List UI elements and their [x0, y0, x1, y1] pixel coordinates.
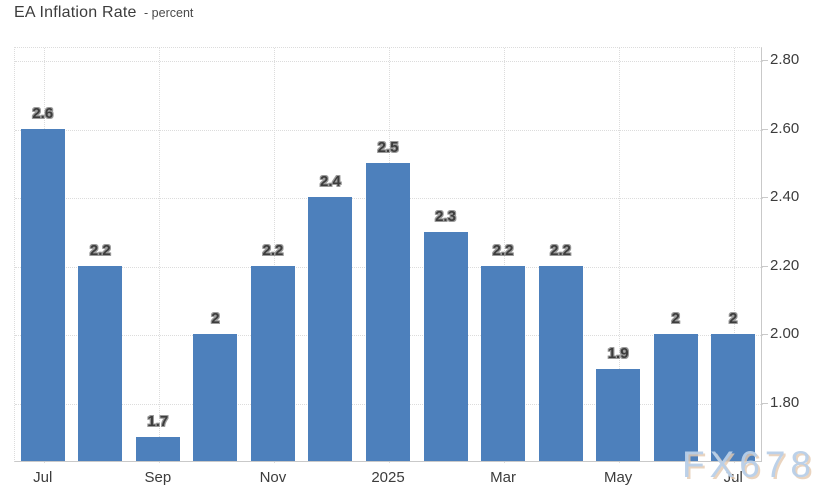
y-axis-tick: [762, 60, 768, 62]
bar-value-label: 2.2: [89, 241, 111, 259]
bar-value-label: 1.7: [147, 413, 169, 431]
bar[interactable]: [250, 265, 295, 461]
y-axis-label: 2.80: [770, 51, 800, 69]
y-axis-label: 2.60: [770, 119, 800, 137]
gridline-v: [734, 48, 736, 463]
x-axis-label: Jul: [33, 469, 53, 486]
gridline-v: [619, 48, 621, 463]
bar[interactable]: [596, 368, 641, 461]
x-axis-label: 2025: [371, 469, 405, 486]
y-axis-tick: [762, 128, 768, 130]
bar-value-label: 2: [729, 310, 738, 328]
bar-value-label: 2: [671, 310, 680, 328]
bar[interactable]: [366, 162, 410, 461]
bar[interactable]: [78, 265, 123, 461]
y-axis-label: 2.20: [770, 256, 800, 274]
y-axis-tick: [762, 334, 768, 336]
bar[interactable]: [193, 334, 238, 461]
bar[interactable]: [481, 265, 526, 461]
chart-title: EA Inflation Rate: [14, 4, 137, 21]
bar-value-label: 1.9: [607, 344, 629, 362]
y-axis-tick: [762, 265, 768, 267]
gridline-v: [273, 48, 275, 463]
bar[interactable]: [135, 437, 180, 461]
bar-value-label: 2: [211, 310, 220, 328]
bar[interactable]: [308, 197, 353, 461]
chart-header: EA Inflation Rate - percent: [14, 4, 193, 22]
bar-value-label: 2.2: [492, 241, 514, 259]
bar[interactable]: [711, 334, 756, 461]
bar-value-label: 2.3: [435, 207, 456, 225]
x-axis-label: Jul: [723, 469, 743, 486]
bar-value-label: 2.4: [320, 173, 341, 191]
y-axis-tick: [762, 197, 768, 199]
x-axis-label: Mar: [490, 469, 516, 486]
bar-value-label: 2.6: [32, 104, 54, 122]
watermark: FX678: [682, 444, 816, 485]
bar-value-label: 2.2: [262, 241, 284, 259]
bar[interactable]: [653, 334, 698, 461]
bar-value-label: 2.5: [377, 138, 399, 156]
bar[interactable]: [538, 265, 583, 461]
y-axis-tick: [762, 403, 768, 404]
x-axis-label: May: [603, 469, 633, 486]
y-axis-label: 1.80: [770, 394, 800, 411]
gridline-v: [504, 48, 506, 463]
x-axis-label: Nov: [259, 469, 287, 486]
y-axis-label: 2.40: [770, 188, 800, 206]
y-axis-label: 2.00: [770, 325, 800, 343]
chart-subtitle: - percent: [144, 6, 194, 20]
x-axis-label: Sep: [144, 469, 172, 486]
bar[interactable]: [20, 128, 65, 461]
bar-value-label: 2.2: [550, 241, 572, 259]
bar[interactable]: [423, 231, 468, 461]
gridline-v: [158, 48, 160, 463]
